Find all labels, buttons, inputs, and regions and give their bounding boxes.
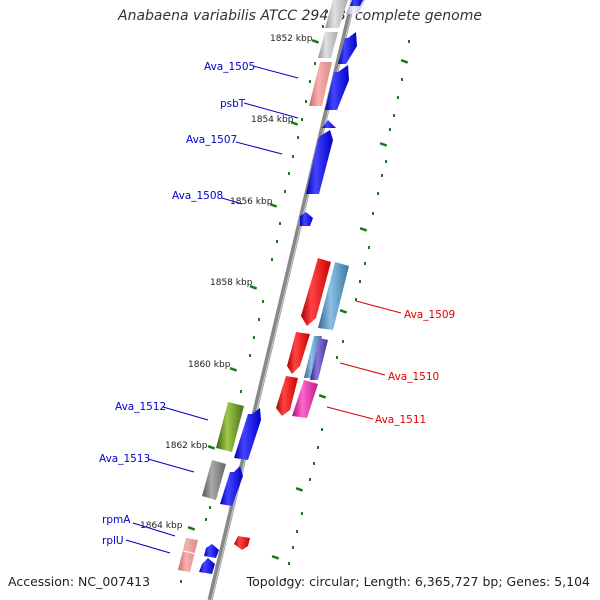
gene-ava1505-pink — [309, 62, 332, 106]
gene-psbT — [322, 120, 336, 128]
gene-label-rpmA[interactable]: rpmA — [102, 514, 131, 526]
label-leaders — [125, 65, 402, 554]
right-tick-track — [284, 40, 410, 581]
gene-shapes — [178, 0, 365, 574]
gene-label-ava1505[interactable]: Ava_1505 — [204, 61, 255, 73]
gene-rpmA-rplU-pink — [178, 538, 198, 572]
gene-ava1510-purple — [310, 338, 328, 380]
gene-label-ava1512[interactable]: Ava_1512 — [115, 401, 166, 413]
gene-label-rplU[interactable]: rplU — [102, 535, 124, 547]
gene-ava1509-red — [301, 258, 331, 326]
gene-red-small — [234, 536, 250, 550]
map-title: Anabaena variabilis ATCC 29413, complete… — [118, 8, 482, 24]
kbp-label-1852: 1852 kbp — [270, 34, 313, 44]
accession-text: Accession: NC_007413 — [8, 574, 151, 589]
gene-grey-1852 — [318, 32, 338, 58]
gene-ava1508 — [300, 212, 313, 226]
kbp-label-1860: 1860 kbp — [188, 360, 231, 370]
topology-text: Topology: circular; Length: 6,365,727 bp… — [246, 574, 590, 589]
gene-ava1511-red — [276, 376, 298, 416]
gene-label-ava1507[interactable]: Ava_1507 — [186, 134, 237, 146]
gene-ava1511-magenta — [292, 380, 318, 418]
kbp-label-1858: 1858 kbp — [210, 278, 253, 288]
gene-ava1512-blue — [234, 408, 261, 460]
gene-ava1509-steel — [318, 262, 349, 330]
kbp-label-1864: 1864 kbp — [140, 521, 183, 531]
gene-label-ava1513[interactable]: Ava_1513 — [99, 453, 150, 465]
gene-ava1513-blue — [220, 466, 243, 506]
gene-rplU-divider — [179, 549, 197, 555]
gene-ava1507 — [306, 130, 333, 194]
gene-rplU-blue — [199, 558, 215, 574]
gene-top-blue-small — [350, 0, 363, 6]
right-major-ticks — [271, 59, 409, 560]
kbp-label-1854: 1854 kbp — [251, 115, 294, 125]
gene-label-ava1509[interactable]: Ava_1509 — [404, 309, 455, 321]
gene-rpmA-blue — [204, 544, 219, 558]
gene-label-ava1508[interactable]: Ava_1508 — [172, 190, 223, 202]
kbp-label-1862: 1862 kbp — [165, 441, 208, 451]
gene-label-psbT[interactable]: psbT — [220, 98, 246, 110]
gene-label-ava1510[interactable]: Ava_1510 — [388, 371, 439, 383]
kbp-label-1856: 1856 kbp — [230, 197, 273, 207]
gene-label-ava1511[interactable]: Ava_1511 — [375, 414, 426, 426]
gene-blue-1852 — [338, 32, 357, 64]
gene-ava1510-red — [287, 332, 310, 374]
gene-ava1505-blue — [325, 65, 349, 110]
gene-top-grey — [325, 0, 348, 28]
gene-ava1512-olive — [216, 402, 244, 452]
left-tick-track — [180, 10, 328, 583]
gene-ava1513-grey — [202, 460, 226, 500]
left-major-ticks — [187, 39, 320, 531]
